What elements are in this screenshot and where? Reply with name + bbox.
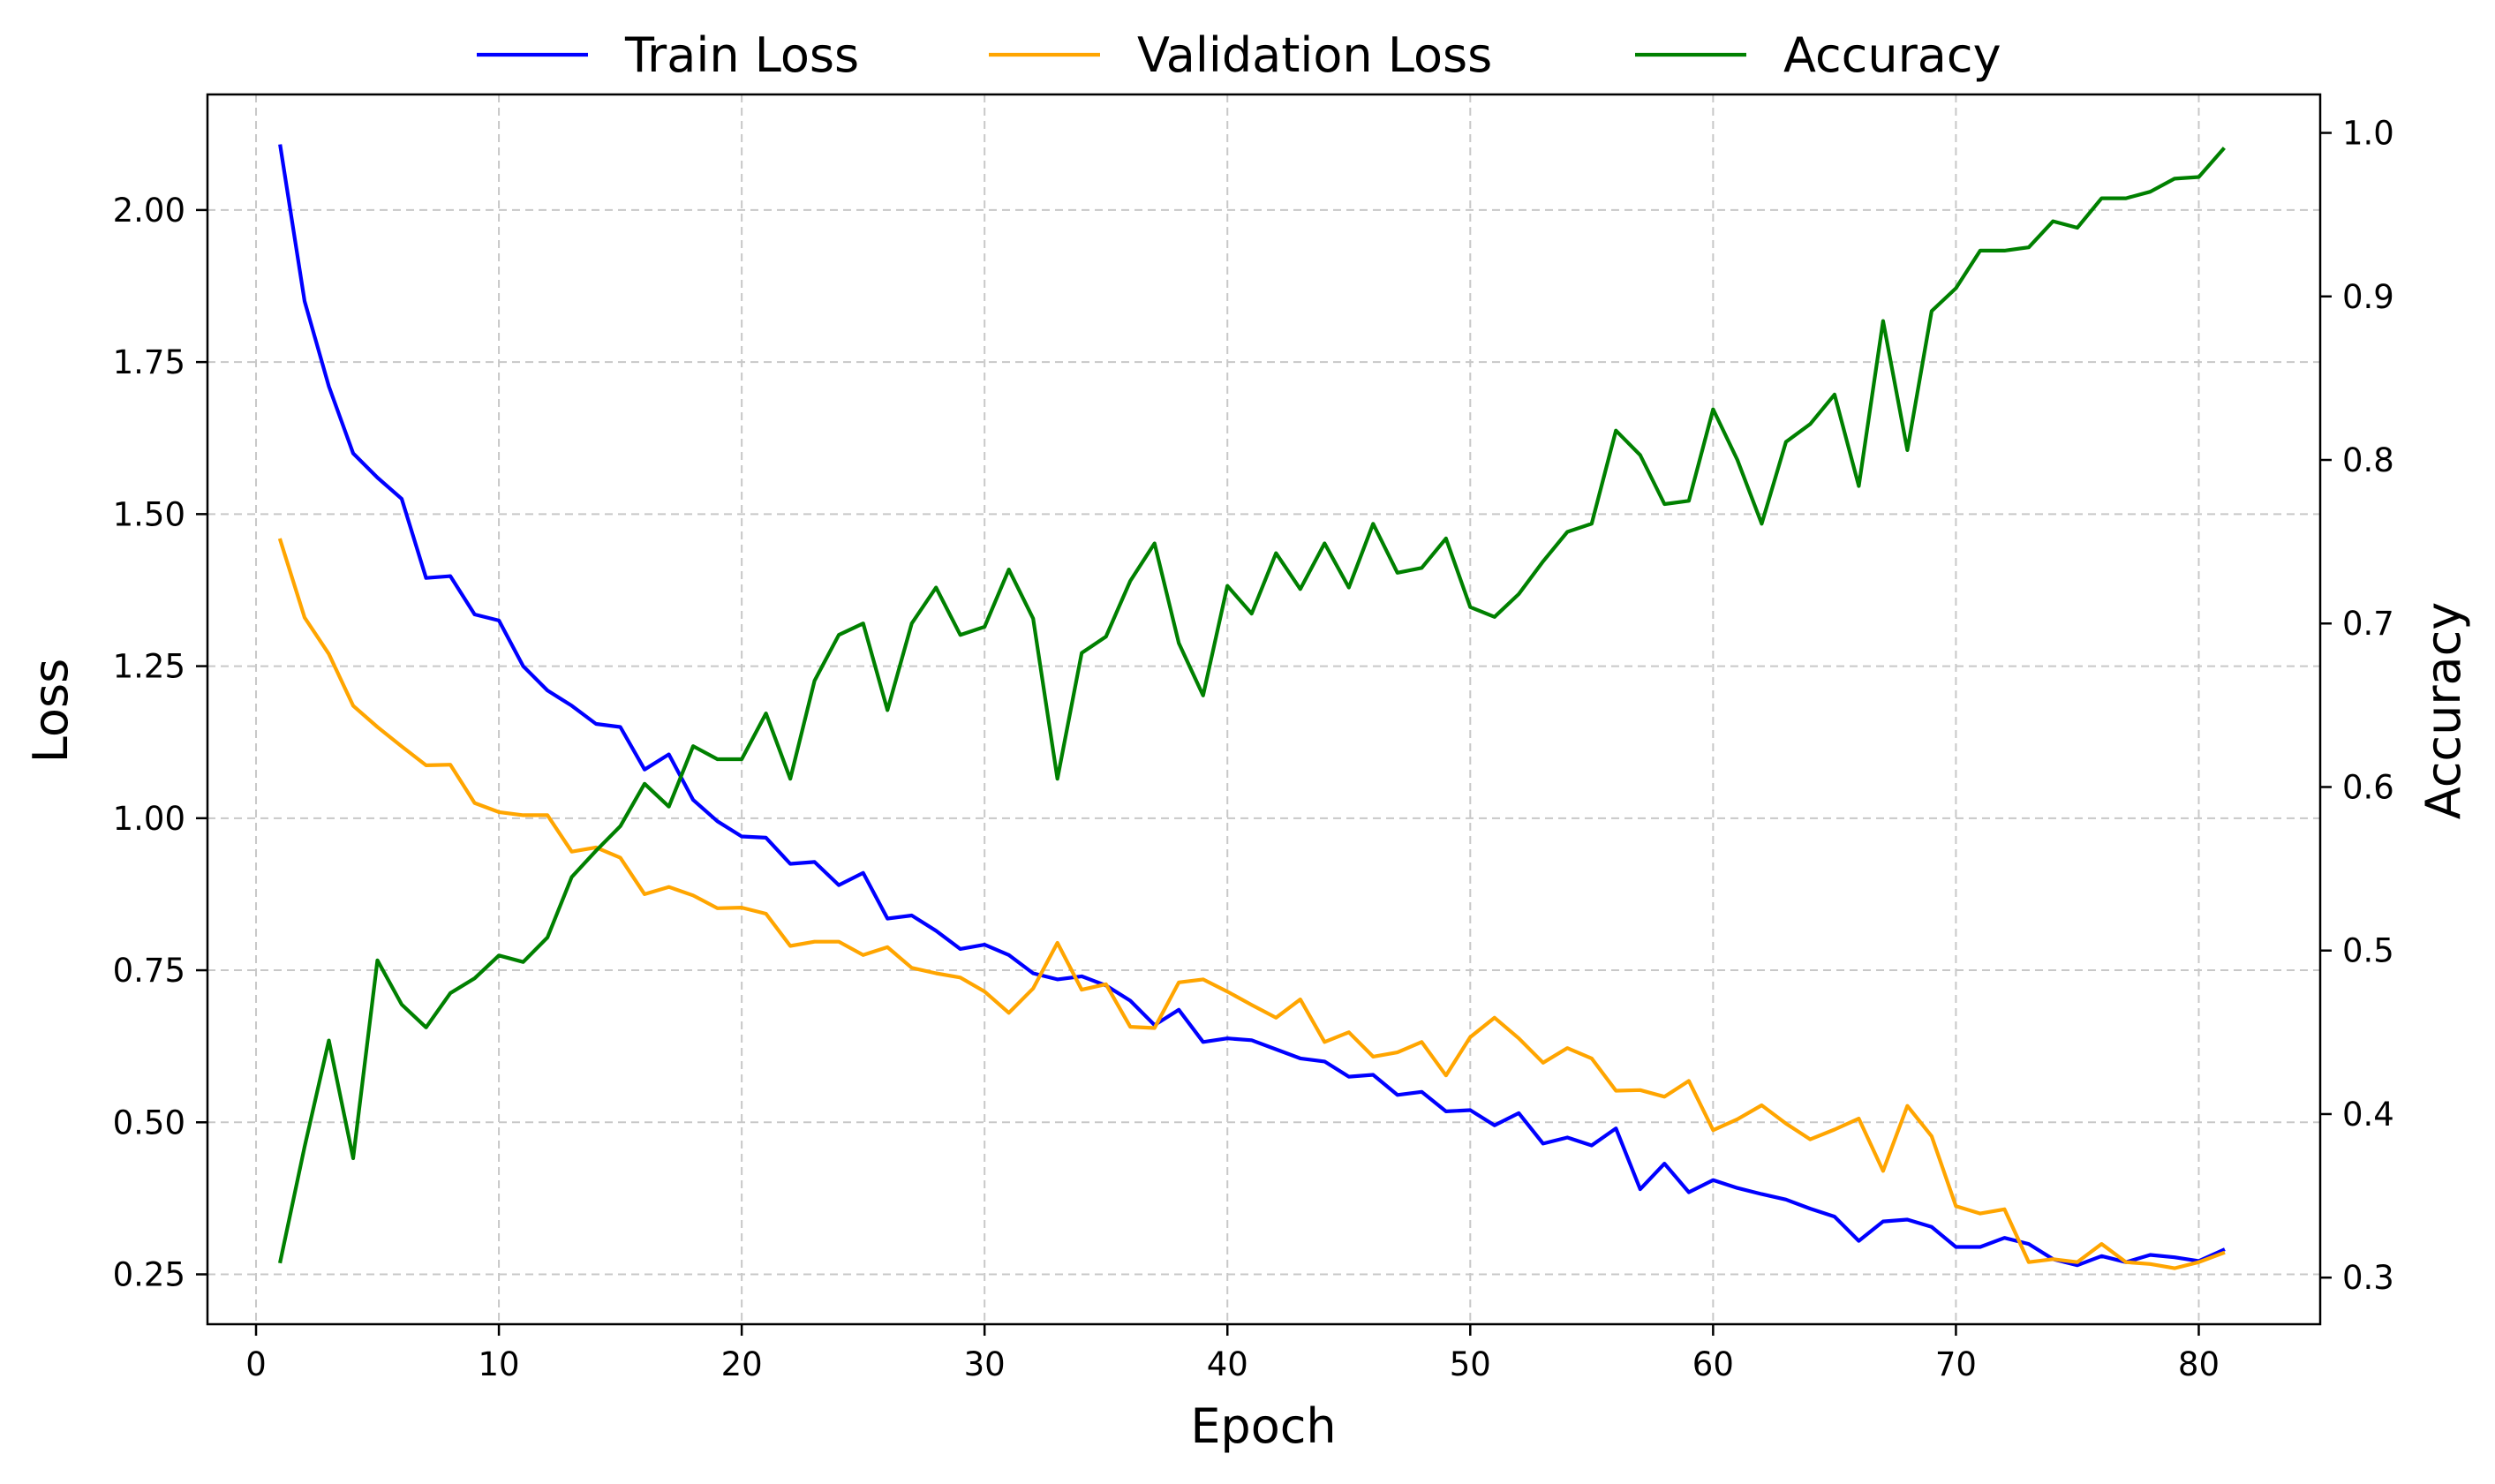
y-tick-label: 1.25 [113, 648, 185, 686]
y2-axis-title: Accuracy [2416, 602, 2471, 820]
series-line-validation-loss [277, 538, 2226, 1270]
x-axis-title: Epoch [1190, 1398, 1336, 1454]
x-tick-label: 60 [1692, 1345, 1734, 1383]
y-tick-label: 2.00 [113, 192, 185, 230]
y-tick-label: 1.00 [113, 800, 185, 838]
y-axis-title: Loss [23, 659, 79, 763]
y-tick-label: 1.75 [113, 343, 185, 381]
legend-label-accuracy: Accuracy [1783, 27, 2001, 83]
y2-tick-label: 1.0 [2342, 115, 2394, 153]
grid-layer [207, 94, 2320, 1324]
x-tick-label: 20 [721, 1345, 763, 1383]
y2-tick-label: 0.6 [2342, 768, 2394, 806]
y-tick-label: 0.25 [113, 1256, 185, 1294]
y2-tick-label: 0.3 [2342, 1259, 2394, 1297]
legend-label-validation-loss: Validation Loss [1137, 27, 1492, 83]
x-tick-label: 40 [1207, 1345, 1248, 1383]
y2-tick-label: 0.8 [2342, 441, 2394, 479]
y2-tick-label: 0.9 [2342, 278, 2394, 316]
y2-tick-label: 0.4 [2342, 1096, 2394, 1134]
series-line-accuracy [278, 147, 2226, 1264]
y-tick-label: 0.50 [113, 1104, 185, 1141]
y-tick-label: 0.75 [113, 952, 185, 990]
x-tick-label: 50 [1450, 1345, 1491, 1383]
y2-tick-label: 0.5 [2342, 932, 2394, 970]
x-tick-label: 70 [1935, 1345, 1977, 1383]
y-tick-label: 1.50 [113, 495, 185, 533]
axes-layer: 0 10 20 30 40 50 60 70 80 0.25 0.50 0.75 1.00 1.25 1.5… [113, 115, 2394, 1383]
x-tick-label: 10 [479, 1345, 520, 1383]
legend: Train Loss Validation Loss Accuracy [477, 27, 2001, 83]
x-tick-label: 80 [2178, 1345, 2220, 1383]
x-tick-label: 0 [245, 1345, 267, 1383]
plot-frame [206, 93, 2322, 1326]
x-tick-label: 30 [964, 1345, 1006, 1383]
series-layer [277, 144, 2226, 1270]
y2-tick-label: 0.7 [2342, 605, 2394, 643]
legend-label-train-loss: Train Loss [624, 27, 859, 83]
series-line-train-loss [278, 144, 2226, 1268]
